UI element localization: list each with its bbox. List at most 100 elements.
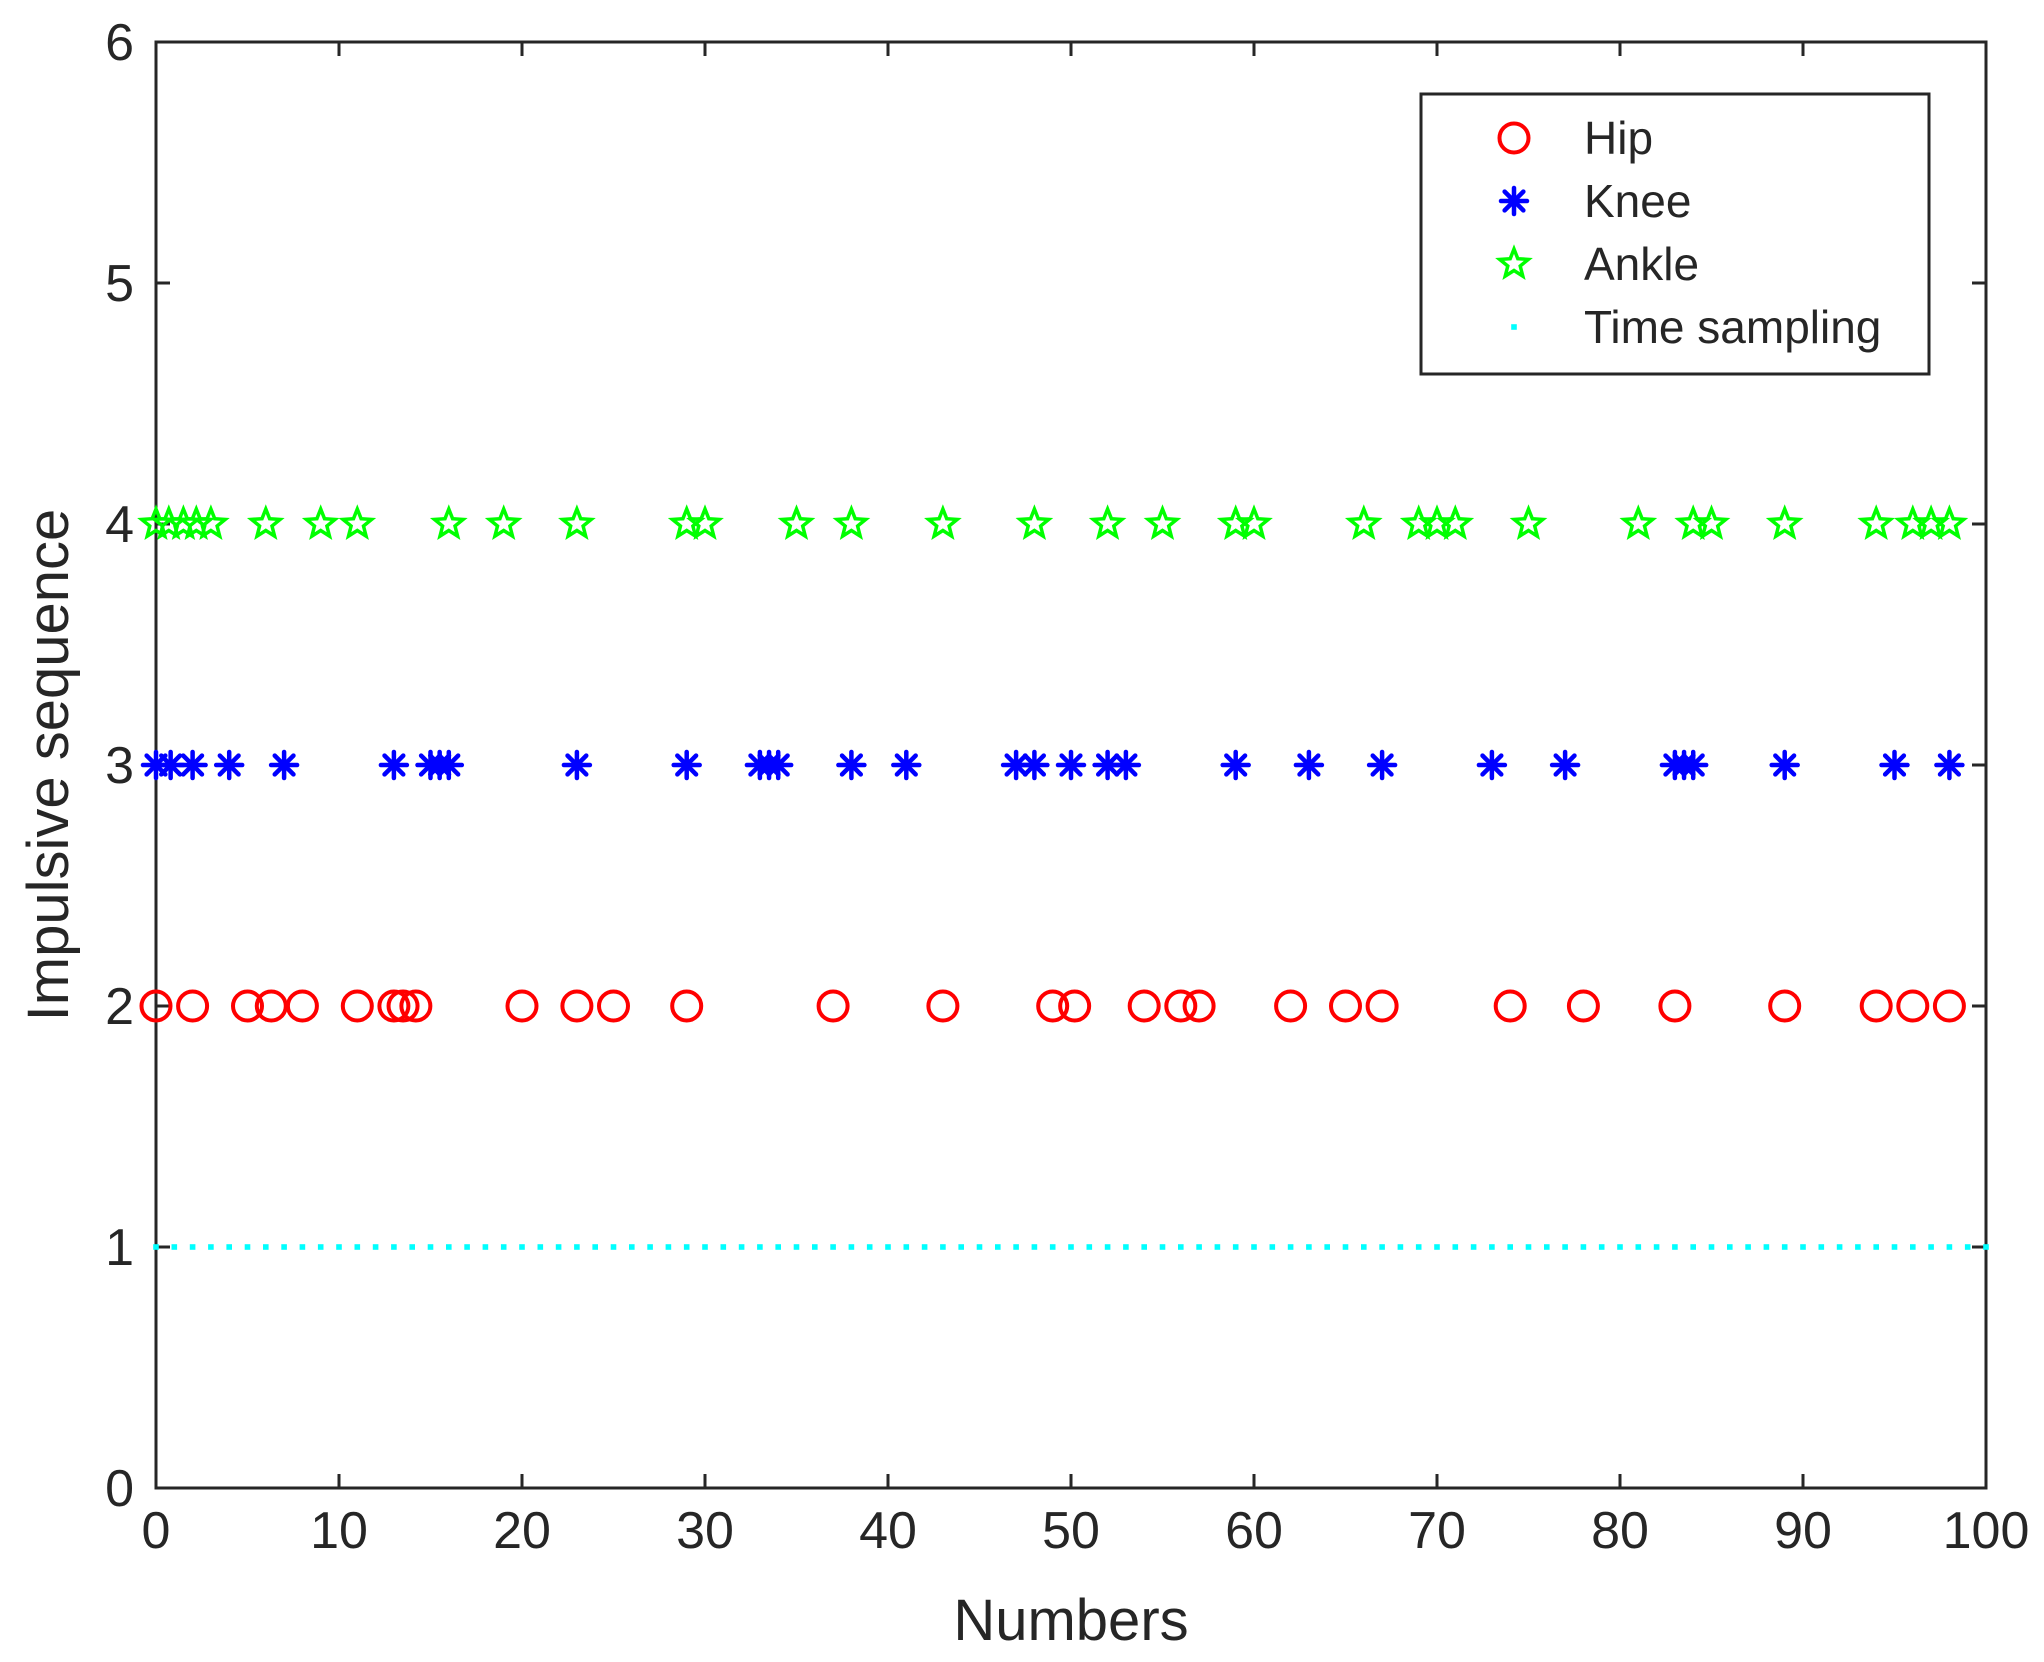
- legend-marker-time-sampling: [1511, 324, 1517, 330]
- time-sampling-point: [1470, 1244, 1477, 1250]
- ankle-point: [1509, 504, 1548, 540]
- time-sampling-point: [299, 1244, 306, 1250]
- series-ankle: [137, 504, 1969, 540]
- ankle-point: [1857, 504, 1896, 540]
- time-sampling-point: [1031, 1244, 1038, 1250]
- time-sampling-point: [647, 1244, 653, 1250]
- hip-point: [1164, 989, 1198, 1023]
- time-sampling-point: [1873, 1244, 1879, 1250]
- time-sampling-point: [391, 1244, 397, 1250]
- x-axis-label: Numbers: [953, 1588, 1188, 1653]
- time-sampling-point: [1269, 1244, 1276, 1250]
- x-tick-label: 0: [142, 1502, 171, 1560]
- time-sampling-point: [171, 1244, 178, 1250]
- time-sampling-point: [1342, 1244, 1349, 1250]
- time-sampling-point: [775, 1244, 781, 1250]
- ankle-point: [484, 504, 523, 540]
- hip-point: [1658, 989, 1692, 1023]
- time-sampling-point: [1580, 1244, 1587, 1250]
- time-sampling-point: [592, 1244, 598, 1250]
- time-sampling-point: [812, 1244, 818, 1250]
- hip-point: [285, 989, 319, 1023]
- hip-point: [1182, 989, 1216, 1023]
- time-sampling-point: [940, 1244, 946, 1250]
- time-sampling-point: [1781, 1244, 1788, 1250]
- time-sampling-point: [1361, 1244, 1367, 1250]
- legend-label-ankle: Ankle: [1584, 238, 1699, 290]
- time-sampling-point: [1983, 1244, 1989, 1250]
- time-sampling-point: [903, 1244, 910, 1250]
- y-tick-label: 6: [105, 14, 134, 72]
- time-sampling-point: [1379, 1244, 1385, 1250]
- hip-point: [1274, 989, 1308, 1023]
- time-sampling-point: [1013, 1244, 1019, 1250]
- time-sampling-point: [629, 1244, 635, 1250]
- x-tick-label: 50: [1042, 1502, 1100, 1560]
- time-sampling-point: [1562, 1244, 1568, 1250]
- hip-point: [1566, 989, 1600, 1023]
- time-sampling-point: [1415, 1244, 1422, 1250]
- knee-point: [561, 749, 593, 781]
- knee-point: [378, 749, 410, 781]
- time-sampling-point: [1617, 1244, 1623, 1250]
- legend-marker-ankle: [1495, 244, 1533, 280]
- series-knee: [140, 749, 1965, 781]
- knee-point: [177, 749, 208, 781]
- time-sampling-point: [1452, 1244, 1459, 1250]
- legend-label-hip: Hip: [1584, 112, 1653, 164]
- time-sampling-point: [336, 1244, 342, 1250]
- x-tick-label: 70: [1408, 1502, 1466, 1560]
- knee-point: [1549, 749, 1581, 781]
- ankle-point: [1344, 504, 1383, 540]
- y-tick-label: 3: [105, 737, 134, 795]
- time-sampling-point: [1251, 1244, 1257, 1250]
- time-sampling-point: [1928, 1244, 1934, 1250]
- y-tick-label: 0: [105, 1460, 134, 1518]
- time-sampling-point: [1598, 1244, 1605, 1250]
- hip-point: [386, 989, 420, 1023]
- ankle-point: [1765, 504, 1804, 540]
- y-tick-label: 1: [105, 1219, 134, 1277]
- time-sampling-point: [1214, 1244, 1221, 1250]
- time-sampling-point: [1946, 1244, 1953, 1250]
- ankle-point: [1235, 504, 1273, 540]
- legend-box: [1419, 92, 1931, 376]
- hip-point: [816, 989, 850, 1023]
- time-sampling-point: [1196, 1244, 1202, 1250]
- legend-marker-knee: [1498, 185, 1530, 217]
- ankle-point: [686, 504, 724, 540]
- knee-point: [891, 749, 922, 781]
- time-sampling-point: [446, 1244, 452, 1250]
- time-sampling-point: [1708, 1244, 1715, 1250]
- time-sampling-point: [1324, 1244, 1330, 1250]
- y-tick-label: 4: [105, 496, 134, 554]
- time-sampling-point: [1800, 1244, 1806, 1250]
- hip-point: [1493, 989, 1527, 1023]
- time-sampling-point: [665, 1244, 672, 1250]
- time-sampling-point: [372, 1244, 379, 1250]
- x-tick-label: 90: [1774, 1502, 1832, 1560]
- hip-point: [377, 989, 411, 1023]
- series-time-sampling: [153, 1244, 1989, 1250]
- legend-label-knee: Knee: [1584, 175, 1691, 227]
- knee-point: [1019, 749, 1050, 781]
- time-sampling-point: [354, 1244, 361, 1250]
- legend: Hip Knee Ankle Time sampling: [1419, 92, 1931, 376]
- x-tick-label: 100: [1943, 1502, 2030, 1560]
- knee-point: [433, 749, 465, 781]
- time-sampling-point: [317, 1244, 324, 1250]
- hip-point: [1896, 989, 1930, 1023]
- y-axis-label: Impulsive sequence: [16, 509, 81, 1022]
- knee-point: [1293, 749, 1325, 781]
- time-sampling-point: [702, 1244, 708, 1250]
- time-sampling-point: [1727, 1244, 1733, 1250]
- hip-point: [1127, 989, 1161, 1023]
- hip-point: [254, 989, 288, 1023]
- time-sampling-point: [263, 1244, 269, 1250]
- ankle-point: [192, 504, 230, 540]
- x-tick-label: 60: [1225, 1502, 1283, 1560]
- x-tick-label: 20: [493, 1502, 551, 1560]
- time-sampling-point: [1544, 1244, 1550, 1250]
- knee-point: [836, 749, 867, 781]
- time-sampling-point: [995, 1244, 1001, 1250]
